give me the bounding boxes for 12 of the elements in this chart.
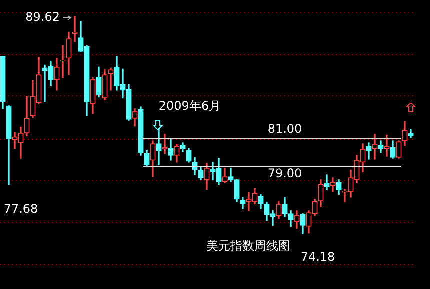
candlestick xyxy=(366,142,372,160)
ref-line-label: 79.00 xyxy=(268,166,302,180)
ref-line-label: 81.00 xyxy=(268,122,302,136)
text: 美元指数周线图 xyxy=(206,239,290,254)
candlestick xyxy=(330,178,336,192)
annotation: 2009年6月 xyxy=(158,99,222,114)
text: 74.18 xyxy=(300,250,336,264)
candlestick xyxy=(108,68,114,91)
annotation: 77.68 xyxy=(4,202,38,216)
candlestick xyxy=(324,174,330,190)
annotation: 89.62 xyxy=(26,10,60,24)
candlestick xyxy=(372,134,378,160)
